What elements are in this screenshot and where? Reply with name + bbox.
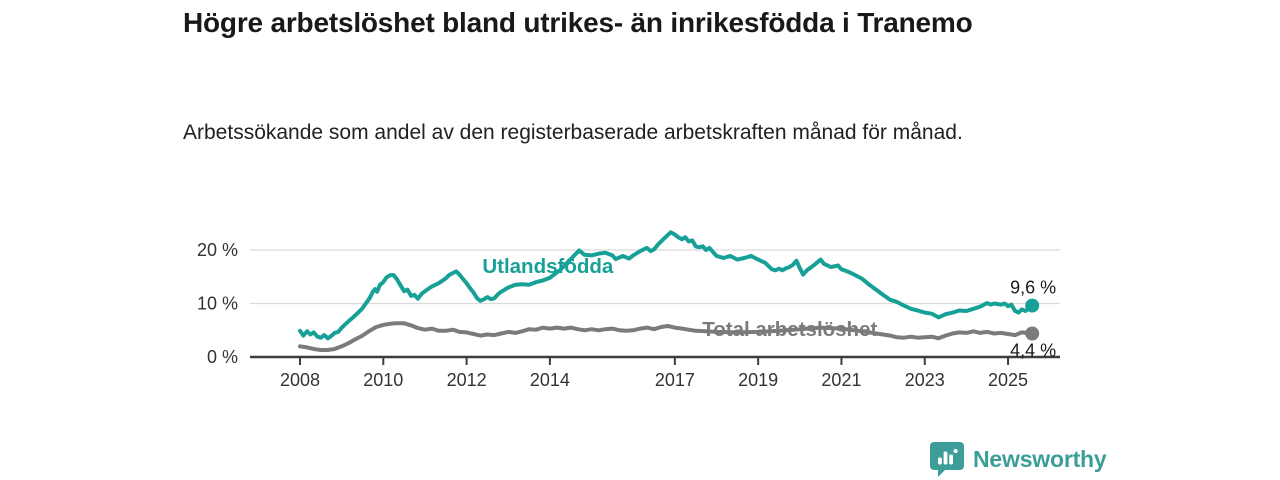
x-tick-label: 2019 (738, 370, 778, 390)
x-tick-label: 2017 (655, 370, 695, 390)
line-chart-svg: 20 % 10 % 0 % 2008 2010 2012 2014 2017 2019 2021 2… (197, 230, 1060, 390)
newsworthy-logo-icon (930, 442, 964, 477)
series-name-label-utlandsfodda: Utlandsfödda (482, 255, 614, 278)
x-tick-label: 2012 (447, 370, 487, 390)
series-line-utlandsfodda (298, 230, 1035, 341)
end-value-label-utlandsfodda: 9,6 % (1010, 278, 1056, 298)
series-name-label-total-arbetsloshet: Total arbetslöshet (702, 318, 877, 341)
y-tick-label: 0 % (207, 347, 238, 367)
x-tick-label: 2021 (821, 370, 861, 390)
brand-name: Newsworthy (973, 446, 1107, 472)
x-tick-label: 2025 (988, 370, 1028, 390)
x-tick-label: 2023 (905, 370, 945, 390)
y-tick-label: 10 % (197, 294, 238, 314)
end-dot-utlandsfodda (1025, 298, 1040, 313)
x-tick-label: 2010 (363, 370, 403, 390)
chart-subtitle: Arbetssökande som andel av den registerb… (183, 121, 963, 144)
line-chart: 20 % 10 % 0 % 2008 2010 2012 2014 2017 2019 2021 2… (180, 225, 1080, 400)
series-line-total-arbetsloshet (298, 321, 1035, 352)
page-title: Högre arbetslöshet bland utrikes- än inr… (183, 7, 973, 38)
end-dot-total-arbetsloshet (1025, 326, 1040, 341)
brand-footer: Newsworthy (930, 442, 1107, 477)
x-tick-label: 2014 (530, 370, 570, 390)
end-value-label-total-arbetsloshet: 4,4 % (1010, 341, 1056, 361)
x-tick-label: 2008 (280, 370, 320, 390)
y-tick-label: 20 % (197, 240, 238, 260)
